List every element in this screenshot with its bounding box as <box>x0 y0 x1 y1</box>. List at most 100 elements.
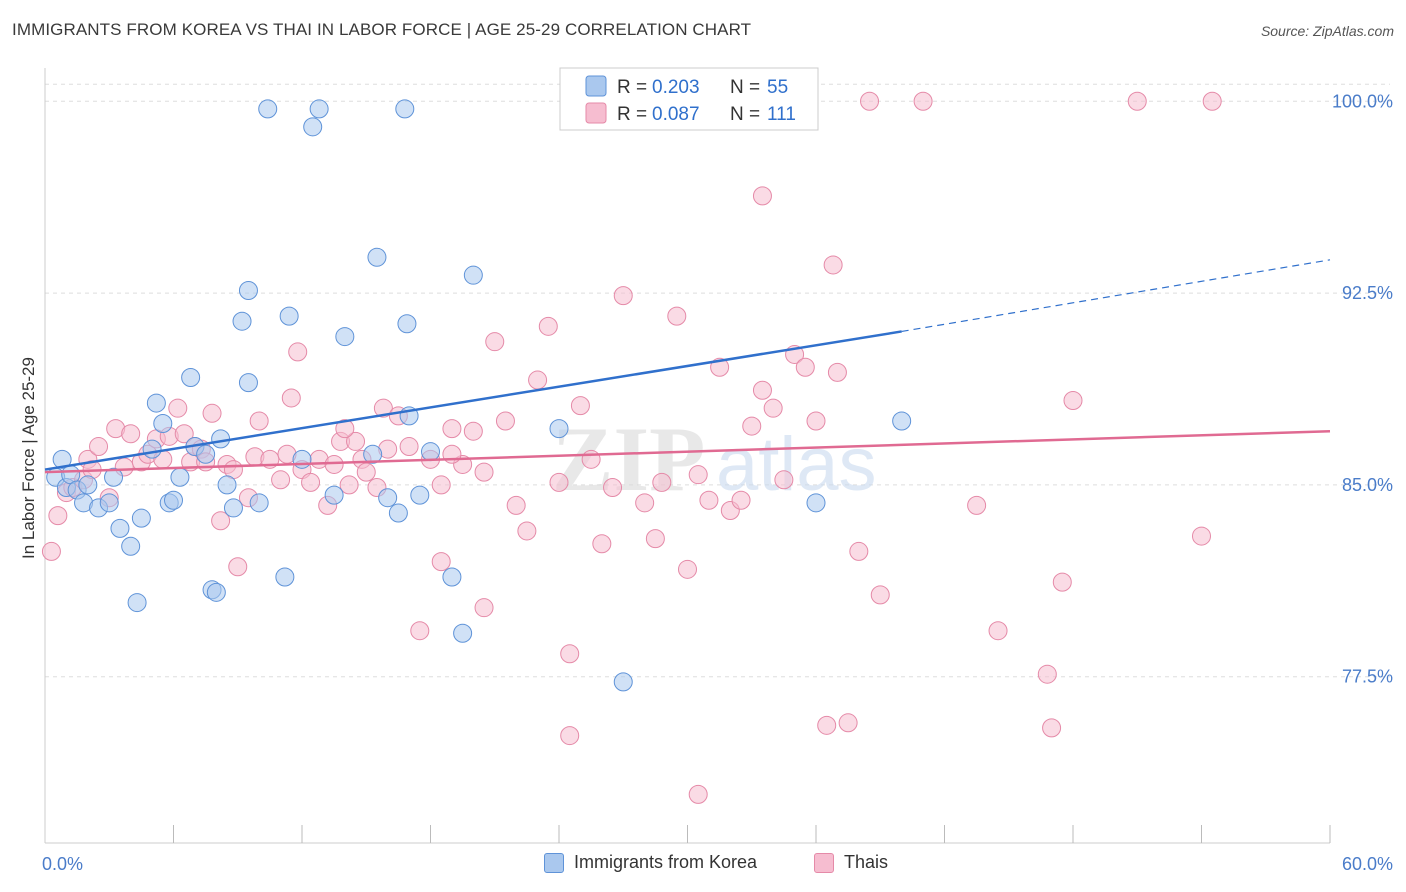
legend-item-thais[interactable]: Thais <box>814 852 888 873</box>
korea-point-30[interactable] <box>238 281 258 301</box>
korea-point-12[interactable] <box>127 593 147 613</box>
korea-point-51[interactable] <box>463 265 483 285</box>
thais-point-52[interactable] <box>431 475 451 495</box>
thais-point-18[interactable] <box>174 424 194 444</box>
korea-point-52[interactable] <box>549 419 569 439</box>
korea-point-55[interactable] <box>892 411 912 431</box>
thais-point-27[interactable] <box>228 557 248 577</box>
thais-point-90[interactable] <box>849 541 869 561</box>
thais-point-69[interactable] <box>635 493 655 513</box>
thais-point-93[interactable] <box>913 91 933 111</box>
thais-point-11[interactable] <box>121 424 141 444</box>
thais-point-34[interactable] <box>288 342 308 362</box>
korea-point-36[interactable] <box>303 117 323 137</box>
korea-point-45[interactable] <box>397 314 417 334</box>
thais-point-44[interactable] <box>356 462 376 482</box>
thais-point-24[interactable] <box>211 511 231 531</box>
thais-point-104[interactable] <box>560 726 580 746</box>
korea-point-20[interactable] <box>181 367 201 387</box>
thais-point-56[interactable] <box>474 462 494 482</box>
korea-point-28[interactable] <box>232 311 252 331</box>
thais-point-106[interactable] <box>752 186 772 206</box>
thais-point-46[interactable] <box>373 398 393 418</box>
korea-point-38[interactable] <box>324 485 344 505</box>
korea-point-8[interactable] <box>99 493 119 513</box>
korea-point-14[interactable] <box>142 439 162 459</box>
thais-point-49[interactable] <box>399 437 419 457</box>
thais-point-63[interactable] <box>549 472 569 492</box>
thais-point-86[interactable] <box>817 715 837 735</box>
thais-point-105[interactable] <box>688 784 708 804</box>
thais-point-64[interactable] <box>560 644 580 664</box>
thais-point-60[interactable] <box>517 521 537 541</box>
korea-point-48[interactable] <box>421 442 440 462</box>
thais-point-62[interactable] <box>538 316 558 336</box>
korea-point-53[interactable] <box>613 672 633 692</box>
thais-point-70[interactable] <box>645 529 665 549</box>
thais-point-23[interactable] <box>202 403 222 423</box>
thais-point-42[interactable] <box>346 431 366 451</box>
thais-point-57[interactable] <box>485 332 505 352</box>
thais-point-91[interactable] <box>860 91 880 111</box>
thais-point-66[interactable] <box>581 449 601 469</box>
korea-point-15[interactable] <box>146 393 166 413</box>
thais-point-68[interactable] <box>613 286 633 306</box>
korea-point-10[interactable] <box>110 518 130 538</box>
thais-point-78[interactable] <box>731 490 751 510</box>
thais-point-102[interactable] <box>431 552 451 572</box>
korea-point-22[interactable] <box>196 444 216 464</box>
korea-point-24[interactable] <box>206 582 226 602</box>
korea-point-6[interactable] <box>78 475 98 495</box>
thais-point-65[interactable] <box>570 396 590 416</box>
thais-point-1[interactable] <box>48 506 68 526</box>
korea-point-34[interactable] <box>279 306 299 326</box>
thais-point-81[interactable] <box>763 398 783 418</box>
korea-point-1[interactable] <box>52 449 72 469</box>
korea-point-43[interactable] <box>388 503 408 523</box>
korea-point-35[interactable] <box>292 449 312 469</box>
korea-point-11[interactable] <box>121 536 141 556</box>
thais-point-108[interactable] <box>1042 718 1062 738</box>
thais-point-87[interactable] <box>823 255 843 275</box>
thais-point-61[interactable] <box>528 370 548 390</box>
thais-point-74[interactable] <box>688 465 708 485</box>
thais-point-89[interactable] <box>838 713 858 733</box>
korea-point-47[interactable] <box>410 485 430 505</box>
thais-point-17[interactable] <box>168 398 188 418</box>
thais-point-101[interactable] <box>1202 91 1222 111</box>
thais-point-32[interactable] <box>271 470 291 490</box>
korea-point-26[interactable] <box>217 475 237 495</box>
thais-point-58[interactable] <box>495 411 515 431</box>
thais-point-94[interactable] <box>967 495 987 515</box>
thais-point-41[interactable] <box>339 475 359 495</box>
korea-point-18[interactable] <box>164 490 183 510</box>
korea-point-54[interactable] <box>806 493 826 513</box>
thais-point-59[interactable] <box>506 495 526 515</box>
korea-point-13[interactable] <box>131 508 151 528</box>
korea-point-40[interactable] <box>363 444 383 464</box>
thais-point-99[interactable] <box>1127 91 1147 111</box>
thais-point-88[interactable] <box>827 362 847 382</box>
korea-point-41[interactable] <box>367 247 387 267</box>
thais-point-110[interactable] <box>335 419 355 439</box>
thais-point-96[interactable] <box>1037 664 1057 684</box>
thais-point-53[interactable] <box>442 419 462 439</box>
thais-point-7[interactable] <box>89 437 109 457</box>
thais-point-111[interactable] <box>281 388 301 408</box>
thais-point-82[interactable] <box>774 470 794 490</box>
thais-point-84[interactable] <box>795 357 815 377</box>
thais-point-72[interactable] <box>667 306 687 326</box>
korea-point-29[interactable] <box>238 373 258 393</box>
thais-point-50[interactable] <box>410 621 430 641</box>
legend-item-korea[interactable]: Immigrants from Korea <box>544 852 757 873</box>
thais-point-67[interactable] <box>592 534 612 554</box>
thais-point-103[interactable] <box>474 598 494 618</box>
thais-point-73[interactable] <box>678 559 697 579</box>
korea-point-49[interactable] <box>442 567 462 587</box>
korea-point-33[interactable] <box>275 567 295 587</box>
thais-point-92[interactable] <box>870 585 890 605</box>
thais-point-97[interactable] <box>1052 572 1072 592</box>
korea-point-25[interactable] <box>211 429 231 449</box>
korea-point-37[interactable] <box>309 99 329 119</box>
thais-point-30[interactable] <box>249 411 269 431</box>
